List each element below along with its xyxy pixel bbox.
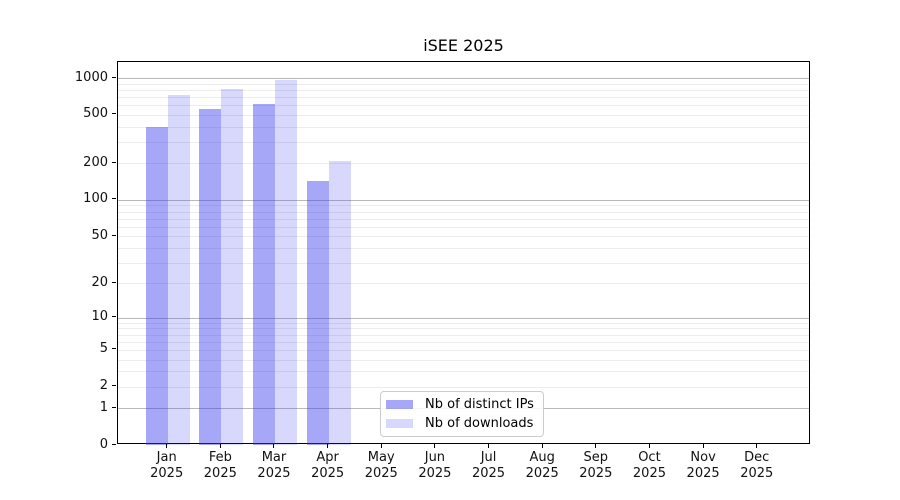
gridline-minor — [118, 349, 809, 351]
y-tick-label: 1 — [99, 399, 108, 415]
x-tick-mark — [434, 444, 436, 448]
x-tick-mark — [702, 444, 704, 448]
legend-swatch-downloads — [386, 419, 413, 429]
x-tick-mark — [541, 444, 543, 448]
y-tick-mark — [112, 348, 116, 350]
gridline-major — [118, 199, 809, 201]
x-tick-mark — [273, 444, 275, 448]
gridline-minor — [118, 105, 809, 107]
x-tick-mark — [380, 444, 382, 448]
y-tick-label: 10 — [91, 309, 108, 325]
x-tick-label: Apr 2025 — [311, 450, 345, 481]
x-tick-label: May 2025 — [364, 450, 398, 481]
gridline-minor — [118, 359, 809, 361]
y-tick-label: 5 — [99, 341, 108, 357]
gridline-minor — [118, 341, 809, 343]
y-tick-label: 200 — [83, 154, 108, 170]
y-tick-label: 1000 — [74, 69, 108, 85]
y-tick-mark — [112, 198, 116, 200]
legend-entry-downloads: Nb of downloads — [386, 415, 535, 433]
gridline-minor — [118, 141, 809, 143]
x-tick-label: Mar 2025 — [257, 450, 291, 481]
bar-downloads — [274, 80, 297, 445]
x-tick-label: Feb 2025 — [203, 450, 237, 481]
legend-label-downloads: Nb of downloads — [425, 416, 534, 432]
gridline-minor — [118, 236, 809, 238]
y-tick-mark — [112, 281, 116, 283]
y-tick-mark — [112, 385, 116, 387]
gridline-minor — [118, 283, 809, 285]
gridline-minor — [118, 205, 809, 207]
gridline-major — [118, 78, 809, 80]
x-tick-label: Sep 2025 — [579, 450, 613, 481]
y-tick-mark — [112, 443, 116, 445]
bar-distinct-ips — [252, 104, 275, 445]
gridline-minor — [118, 89, 809, 91]
gridline-minor — [118, 247, 809, 249]
y-tick-label: 50 — [91, 227, 108, 243]
y-tick-mark — [112, 76, 116, 78]
y-tick-mark — [112, 161, 116, 163]
bar-downloads — [167, 94, 190, 445]
gridline-major — [118, 317, 809, 319]
legend: Nb of distinct IPs Nb of downloads — [380, 391, 544, 437]
bar-downloads — [328, 160, 351, 445]
gridline-minor — [118, 262, 809, 264]
y-tick-label: 2 — [99, 378, 108, 394]
gridline-minor — [118, 322, 809, 324]
x-tick-mark — [327, 444, 329, 448]
bar-distinct-ips — [145, 126, 168, 445]
gridline-minor — [118, 386, 809, 388]
y-tick-label: 20 — [91, 274, 108, 290]
gridline-minor — [118, 211, 809, 213]
x-tick-label: Oct 2025 — [632, 450, 666, 481]
bar-distinct-ips — [306, 181, 329, 445]
gridline-minor — [118, 114, 809, 116]
y-tick-mark — [112, 316, 116, 318]
x-tick-label: Jun 2025 — [418, 450, 452, 481]
legend-swatch-distinct-ips — [386, 399, 413, 409]
x-tick-mark — [166, 444, 168, 448]
y-tick-mark — [112, 234, 116, 236]
y-tick-mark — [112, 406, 116, 408]
plot-area — [117, 61, 810, 445]
gridline-minor — [118, 334, 809, 336]
legend-label-distinct-ips: Nb of distinct IPs — [425, 396, 534, 412]
gridline-minor — [118, 97, 809, 99]
gridline-minor — [118, 218, 809, 220]
gridline-minor — [118, 328, 809, 330]
x-tick-label: Nov 2025 — [686, 450, 720, 481]
bar-distinct-ips — [199, 109, 222, 445]
y-tick-mark — [112, 113, 116, 115]
x-tick-mark — [219, 444, 221, 448]
x-tick-mark — [756, 444, 758, 448]
gridline-minor — [118, 126, 809, 128]
gridline-minor — [118, 226, 809, 228]
x-tick-label: Jan 2025 — [150, 450, 184, 481]
gridline-minor — [118, 83, 809, 85]
bar-downloads — [221, 88, 244, 445]
legend-entry-distinct-ips: Nb of distinct IPs — [386, 395, 535, 413]
y-tick-label: 500 — [83, 106, 108, 122]
y-tick-label: 0 — [99, 436, 108, 452]
y-tick-label: 100 — [83, 191, 108, 207]
gridline-minor — [118, 371, 809, 373]
x-tick-label: Aug 2025 — [525, 450, 559, 481]
x-tick-mark — [595, 444, 597, 448]
gridline-minor — [118, 163, 809, 165]
x-tick-label: Jul 2025 — [471, 450, 506, 481]
x-tick-mark — [488, 444, 490, 448]
x-tick-label: Dec 2025 — [740, 450, 774, 481]
chart-title: iSEE 2025 — [423, 36, 504, 55]
x-tick-mark — [648, 444, 650, 448]
